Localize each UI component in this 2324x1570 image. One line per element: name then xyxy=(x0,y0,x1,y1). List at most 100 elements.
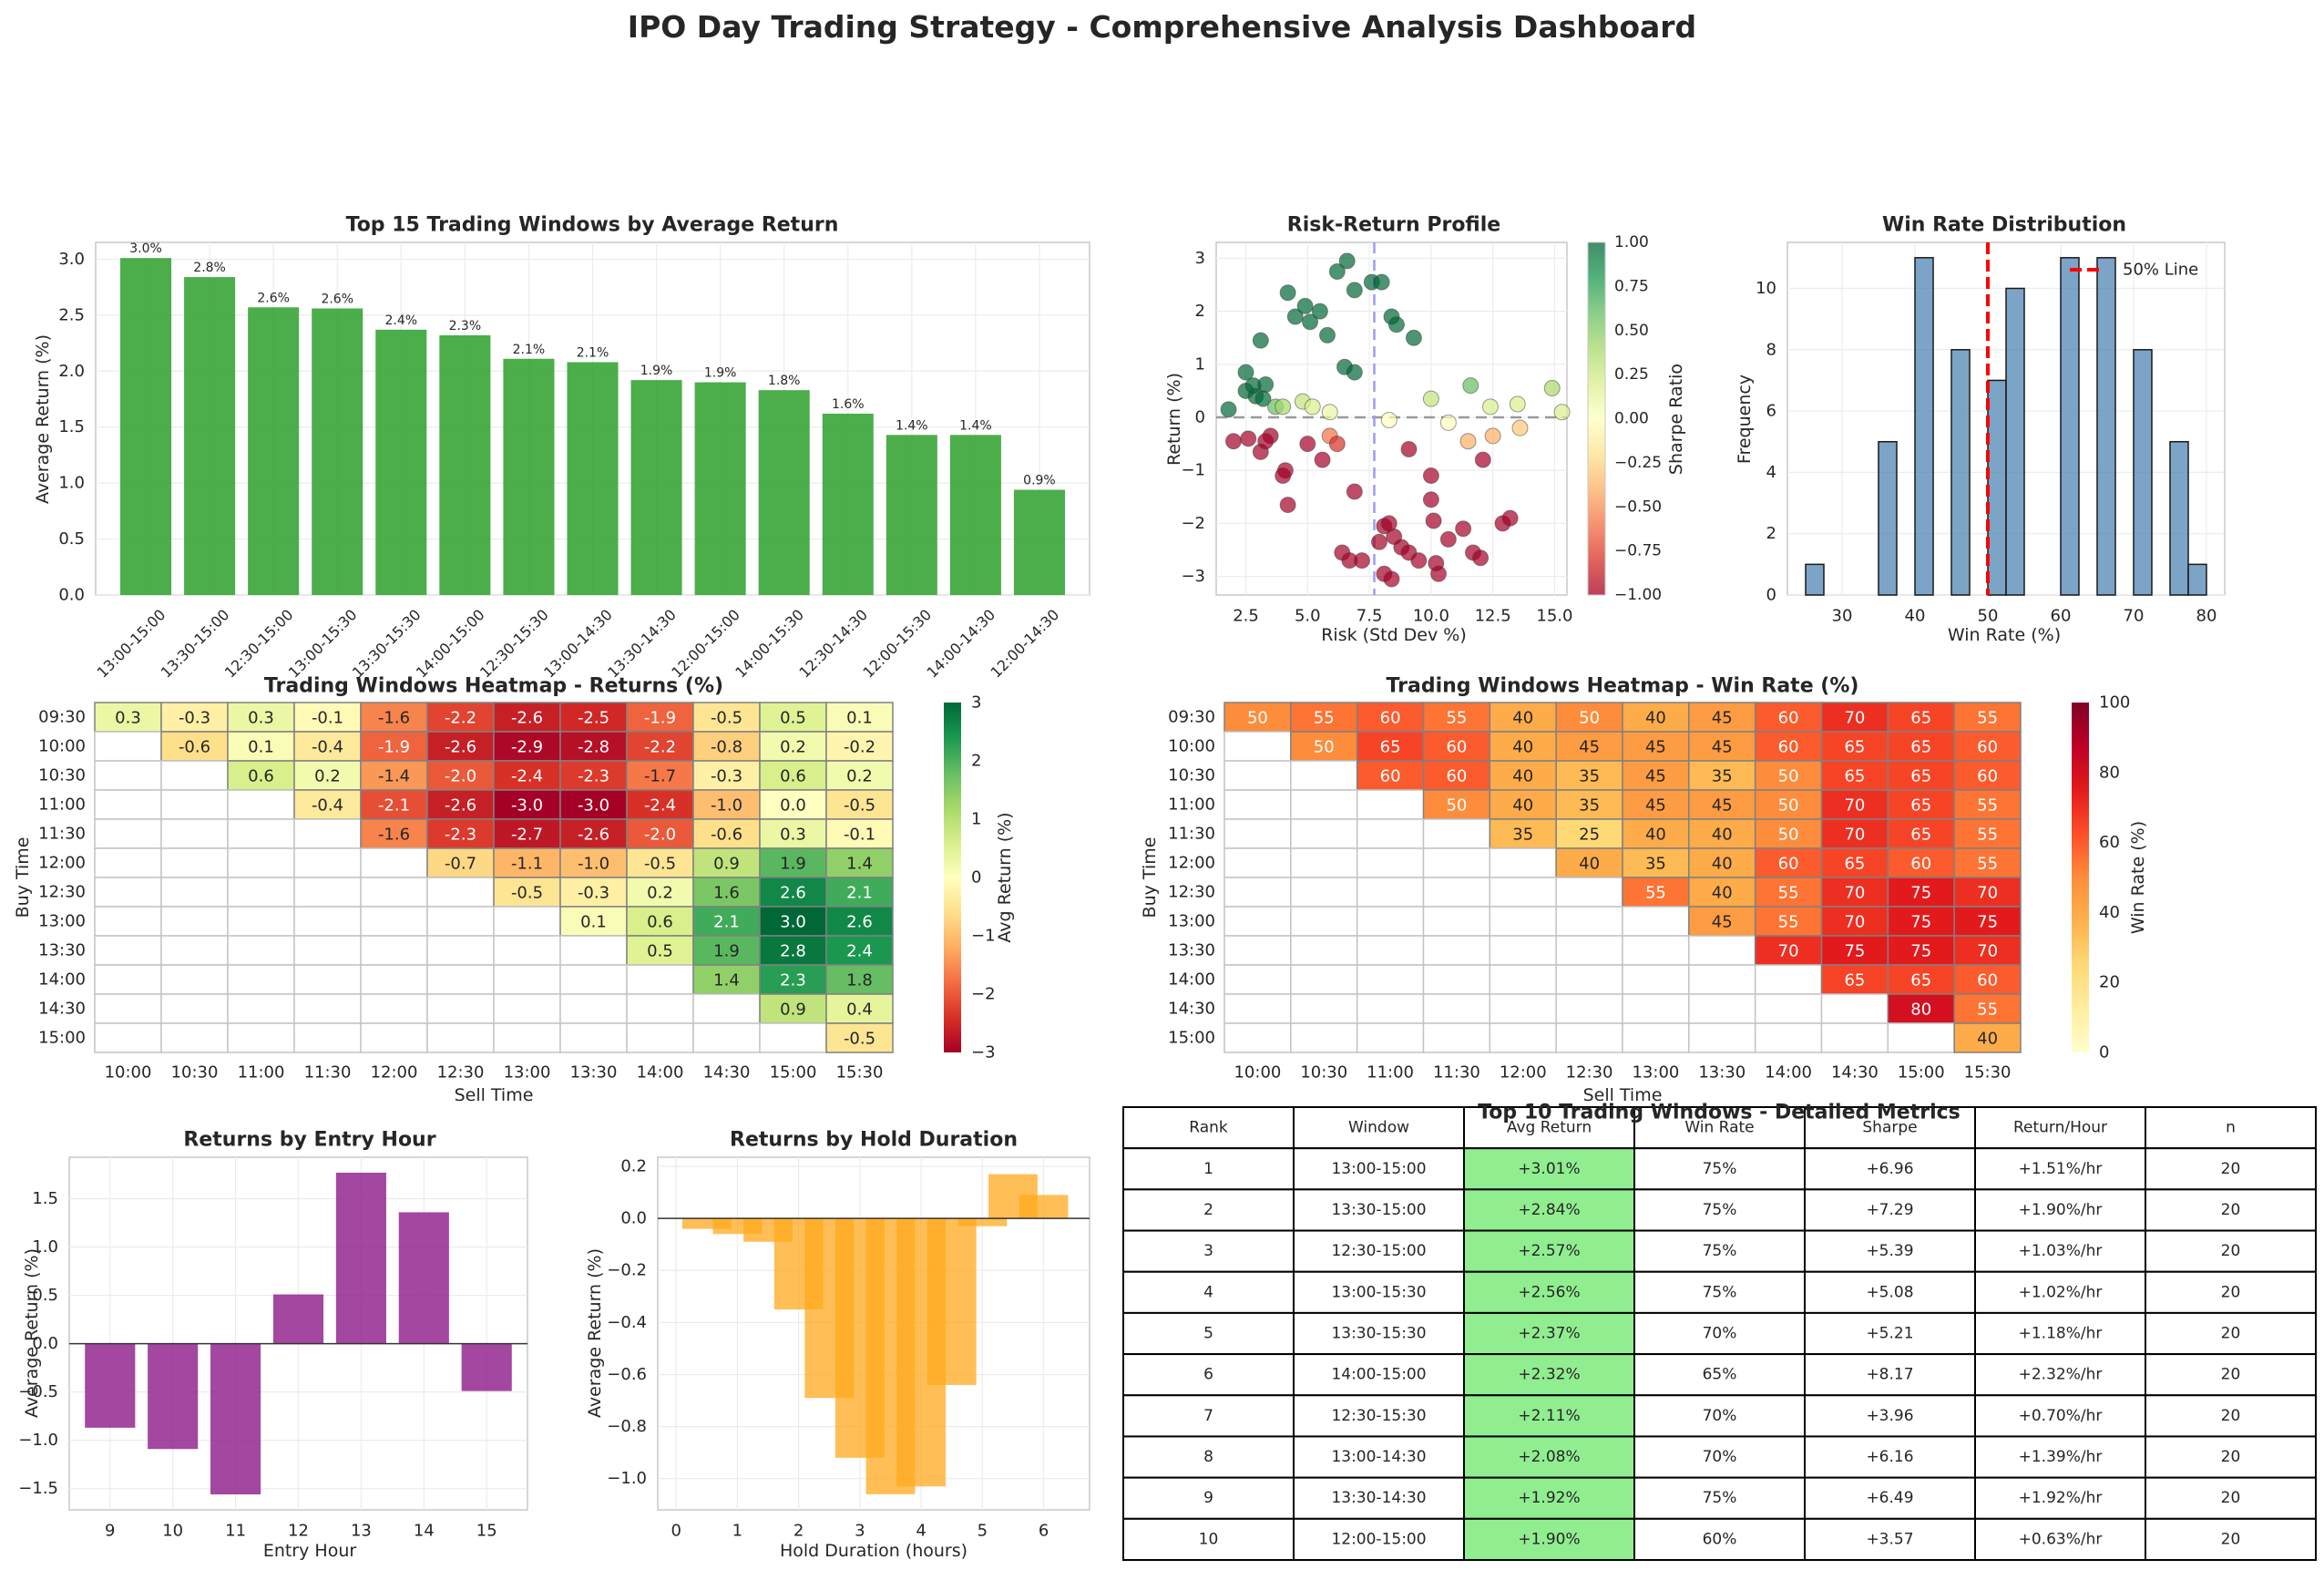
heat_returns-cell xyxy=(759,906,827,937)
heat_returns-cell-label: -0.5 xyxy=(844,1030,875,1049)
winrate-y-tick-label: 8 xyxy=(1766,340,1776,359)
heat_winrate-cell xyxy=(1489,702,1557,733)
heat_winrate-empty-cell xyxy=(1422,847,1491,878)
riskreturn-point xyxy=(1328,263,1346,281)
table-cell-label: +1.03%/hr xyxy=(2019,1242,2103,1260)
heat_winrate-empty-cell xyxy=(1622,906,1690,937)
heat_winrate-cell-label: 40 xyxy=(1645,826,1666,845)
table-cell-label: 3 xyxy=(1203,1242,1213,1260)
riskreturn-point xyxy=(1286,308,1304,325)
heat_winrate-empty-cell xyxy=(1290,993,1358,1024)
heat_returns-cell-label: -2.0 xyxy=(445,767,476,786)
table-header-label: Avg Return xyxy=(1507,1119,1592,1137)
heat_returns-empty-cell xyxy=(94,1022,162,1053)
heat_winrate-cell-label: 40 xyxy=(1712,826,1733,845)
riskreturn-point xyxy=(1472,549,1490,567)
heat_winrate-cell-label: 45 xyxy=(1712,913,1733,932)
heat_winrate-empty-cell xyxy=(1290,818,1358,849)
entry-hour-x-tick-label: 12 xyxy=(288,1522,309,1541)
winrate-x-tick-label: 60 xyxy=(2051,607,2072,626)
heat_returns-cell xyxy=(426,847,495,878)
heat_winrate-cell-label: 60 xyxy=(1380,709,1401,728)
riskreturn-colorbar-tick: 0.25 xyxy=(1614,365,1649,384)
heat_winrate-colorbar-tick: 100 xyxy=(2099,693,2130,713)
riskreturn-x-axis-label: Risk (Std Dev %) xyxy=(1321,625,1467,645)
table-cell-label: +3.96 xyxy=(1866,1407,1913,1425)
heat_winrate-cell-label: 80 xyxy=(1910,1000,1931,1020)
heat_returns-cell xyxy=(493,760,561,791)
table-cell xyxy=(1633,1353,1806,1397)
top15-y-tick-label: 1.5 xyxy=(58,417,85,436)
heat_winrate-empty-cell xyxy=(1422,993,1491,1024)
table-header-label: n xyxy=(2226,1119,2236,1137)
heat_winrate-empty-cell xyxy=(1290,877,1358,908)
heat_winrate-cell-label: 75 xyxy=(1910,913,1931,932)
heat_winrate-empty-cell xyxy=(1290,1022,1358,1053)
heat_winrate-cell xyxy=(1953,964,2022,995)
heat_winrate-cell xyxy=(1754,935,1823,966)
heat_winrate-cell-label: 55 xyxy=(1977,826,1998,845)
top15-data-label: 2.8% xyxy=(193,261,226,275)
riskreturn-colorbar xyxy=(1587,241,1606,596)
heat_returns-cell-label: -0.6 xyxy=(711,826,742,845)
table-header-cell xyxy=(1122,1106,1295,1150)
table-header-cell xyxy=(1974,1106,2146,1150)
heat_winrate-empty-cell xyxy=(1555,964,1623,995)
heat_winrate-empty-cell xyxy=(1223,964,1292,995)
table-cell xyxy=(1463,1270,1635,1314)
heat_winrate-empty-cell xyxy=(1555,935,1623,966)
top15-bar xyxy=(567,362,619,595)
table-cell xyxy=(2145,1353,2317,1397)
heat_winrate-cell xyxy=(1887,847,1955,878)
heat_winrate-empty-cell xyxy=(1356,818,1425,849)
table-cell-label: 9 xyxy=(1203,1489,1213,1507)
heat_returns-cell-label: 0.2 xyxy=(314,767,341,786)
hold-duration-y-tick-label: −0.2 xyxy=(607,1261,647,1280)
heat_returns-cell xyxy=(692,789,761,820)
entry-hour-x-tick-label: 9 xyxy=(105,1522,115,1541)
heat_returns-y-tick-label: 11:00 xyxy=(38,795,86,815)
heat_returns-cell-label: 1.6 xyxy=(713,884,740,903)
heat_returns-cell-label: 0.0 xyxy=(780,796,806,816)
heat_returns-empty-cell xyxy=(94,877,162,908)
heat_winrate-y-tick-label: 14:30 xyxy=(1168,1000,1215,1019)
table-cell-label: 70% xyxy=(1703,1325,1737,1343)
table-cell xyxy=(1633,1311,1806,1356)
heat_winrate-y-tick-label: 13:30 xyxy=(1168,941,1215,960)
heat_returns-cell-label: -1.1 xyxy=(511,855,543,874)
heat_returns-empty-cell xyxy=(160,1022,229,1053)
heat_returns-cell xyxy=(94,702,162,733)
table-cell-label: +1.92% xyxy=(1518,1489,1580,1507)
heat_winrate-cell-label: 65 xyxy=(1844,971,1865,990)
entry-hour-y-axis-label: Average Return (%) xyxy=(22,1248,42,1418)
heat_returns-empty-cell xyxy=(160,877,229,908)
heat_winrate-cell-label: 50 xyxy=(1778,796,1799,816)
winrate-x-tick-label: 40 xyxy=(1905,607,1926,626)
heat_returns-empty-cell xyxy=(227,993,295,1024)
heat_returns-colorbar-tick: −3 xyxy=(971,1043,996,1062)
top15-bar xyxy=(886,435,937,595)
table-cell-label: 12:30-15:30 xyxy=(1331,1407,1426,1425)
heat_returns-empty-cell xyxy=(426,906,495,937)
table-cell-label: 20 xyxy=(2221,1489,2241,1507)
heat_winrate-cell-label: 55 xyxy=(1977,709,1998,728)
heat_winrate-cell-label: 45 xyxy=(1579,738,1600,757)
table-cell-label: 75% xyxy=(1703,1201,1737,1219)
heat_winrate-empty-cell xyxy=(1422,964,1491,995)
riskreturn-y-tick-label: 2 xyxy=(1195,302,1205,321)
heat_winrate-y-axis-label: Buy Time xyxy=(1140,837,1160,918)
heat_winrate-cell-label: 35 xyxy=(1579,796,1600,816)
heat_winrate-cell-label: 60 xyxy=(1778,855,1799,874)
heat_winrate-cell-label: 40 xyxy=(1645,709,1666,728)
heat_returns-empty-cell xyxy=(227,1022,295,1053)
riskreturn-colorbar-tick: −1.00 xyxy=(1614,586,1662,604)
table-cell-label: 13:30-15:30 xyxy=(1331,1325,1426,1343)
top15-data-label: 3.0% xyxy=(129,241,162,256)
top15-y-tick-label: 1.0 xyxy=(58,474,85,493)
hold-duration-x-tick-label: 0 xyxy=(671,1522,681,1541)
heat_winrate-empty-cell xyxy=(1820,1022,1889,1053)
entry-hour-x-tick-label: 11 xyxy=(225,1522,246,1541)
riskreturn-point xyxy=(1459,433,1477,450)
heat_returns-empty-cell xyxy=(160,935,229,966)
table-cell xyxy=(2145,1394,2317,1438)
